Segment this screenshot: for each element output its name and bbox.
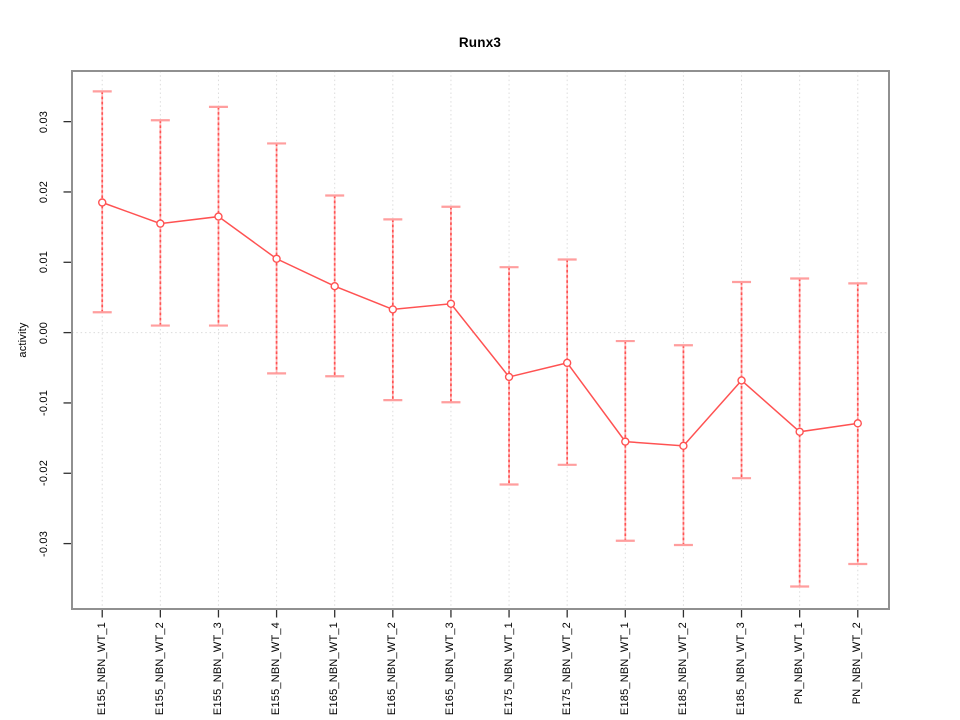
data-point (330, 282, 339, 291)
x-tick-label: E155_NBN_WT_3 (211, 622, 224, 716)
x-tick-label: PN_NBN_WT_2 (851, 622, 864, 705)
data-point (795, 427, 804, 436)
data-point (446, 299, 456, 308)
x-tick-label: E155_NBN_WT_1 (95, 622, 108, 716)
x-tick-label: E165_NBN_WT_2 (386, 622, 399, 716)
plot-box-border (71, 70, 890, 610)
data-point (621, 437, 630, 446)
x-tick-label: E175_NBN_WT_2 (560, 622, 573, 716)
y-tick-label: 0.01 (38, 251, 50, 274)
data-point (156, 219, 165, 228)
y-tick-label: -0.02 (38, 460, 50, 487)
y-tick-label: -0.03 (38, 530, 50, 557)
x-tick-label: E165_NBN_WT_1 (328, 622, 341, 716)
x-tick-label: E175_NBN_WT_1 (502, 622, 515, 716)
y-tick-label: 0.00 (38, 321, 50, 344)
x-tick-label: E155_NBN_WT_2 (153, 622, 166, 716)
series-line (101, 201, 858, 447)
data-point (504, 372, 514, 382)
axis-ticks (63, 120, 859, 618)
data-point (272, 254, 281, 263)
chart-title: Runx3 (458, 35, 502, 50)
data-point (98, 198, 107, 207)
x-tick-label: E165_NBN_WT_3 (444, 622, 457, 716)
data-point (388, 305, 398, 314)
y-tick-label: 0.02 (38, 180, 50, 204)
y-tick-label: -0.01 (38, 389, 50, 416)
series-polyline (101, 201, 858, 447)
data-point (679, 441, 688, 451)
x-tick-label: E185_NBN_WT_3 (735, 622, 748, 716)
data-point (853, 419, 862, 428)
x-tick-label: E155_NBN_WT_4 (270, 622, 283, 716)
data-points (98, 198, 862, 451)
x-tick-label: E185_NBN_WT_2 (676, 622, 689, 716)
x-tick-label: E185_NBN_WT_1 (618, 622, 631, 716)
data-point (562, 358, 572, 368)
x-tick-label: PN_NBN_WT_1 (793, 622, 806, 705)
data-point (737, 376, 746, 385)
data-point (214, 212, 223, 221)
y-tick-label: 0.03 (38, 110, 50, 133)
